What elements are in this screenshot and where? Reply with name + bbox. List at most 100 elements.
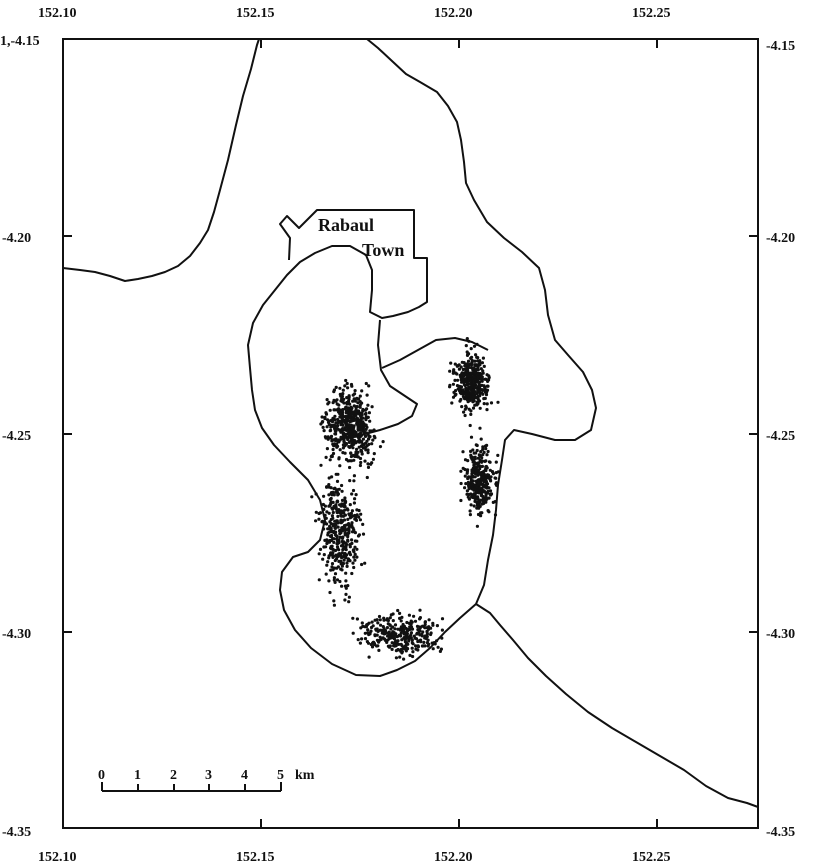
epicentre-point: [349, 511, 353, 515]
epicentre-point: [330, 454, 334, 459]
epicentre-point: [390, 647, 394, 652]
epicentre-point: [455, 372, 459, 376]
epicentre-point: [330, 475, 334, 479]
epicentre-point: [376, 621, 380, 625]
epicentre-point: [361, 416, 365, 420]
epicentre-point: [326, 560, 330, 564]
x-tick-top-3: 152.20: [434, 6, 473, 21]
epicentre-point: [412, 634, 416, 638]
epicentre-point: [440, 617, 445, 621]
epicentre-point: [338, 411, 342, 416]
epicentre-point: [353, 497, 357, 501]
epicentre-point: [460, 372, 464, 376]
epicentre-point: [348, 479, 352, 483]
epicentre-point: [475, 472, 480, 476]
epicentre-point: [336, 514, 340, 519]
epicentre-point: [485, 402, 489, 406]
epicentre-point: [378, 445, 383, 449]
epicentre-point: [339, 394, 343, 398]
epicentre-point: [330, 506, 334, 510]
epicentre-point: [482, 497, 486, 501]
epicentre-point: [479, 450, 483, 454]
epicentre-point: [338, 535, 342, 539]
y-tick-left-1: -4.20: [2, 231, 31, 246]
epicentre-point: [333, 432, 337, 436]
epicentre-point: [475, 342, 479, 346]
epicentre-point: [474, 443, 478, 447]
epicentre-point: [361, 420, 365, 424]
epicentre-point: [366, 628, 370, 632]
epicentre-point: [467, 339, 471, 343]
epicentre-point: [487, 374, 491, 378]
scale-tick-2: 2: [170, 768, 177, 783]
epicentre-point: [327, 493, 331, 497]
epicentre-point: [436, 645, 440, 649]
epicentre-point: [367, 437, 371, 441]
epicentre-point: [336, 554, 340, 559]
epicentre-point: [344, 545, 348, 549]
scale-tick-0: 0: [98, 768, 105, 783]
epicentre-point: [363, 561, 367, 565]
scale-tick-1: 1: [134, 768, 141, 783]
epicentre-point: [324, 572, 328, 576]
epicentre-point: [480, 388, 485, 392]
epicentre-point: [333, 438, 338, 443]
epicentre-point: [341, 408, 345, 412]
epicentre-point: [332, 530, 336, 535]
epicentre-point: [481, 453, 485, 457]
epicentre-point: [423, 626, 427, 630]
epicentre-point: [493, 513, 498, 517]
epicentre-point: [469, 503, 473, 507]
epicentre-point: [361, 437, 365, 441]
epicentre-point: [366, 465, 371, 469]
x-tick-top-4: 152.25: [632, 6, 671, 21]
epicentre-point: [359, 512, 363, 516]
epicentre-point: [463, 486, 467, 490]
epicentre-point: [360, 562, 364, 567]
town-label-town: Town: [362, 240, 404, 260]
epicentre-point: [342, 524, 347, 528]
epicentre-point: [464, 377, 468, 381]
epicentre-point: [376, 644, 380, 648]
epicentre-point: [327, 483, 331, 487]
epicentre-point: [355, 555, 359, 559]
epicentre-point: [383, 631, 388, 635]
epicentre-point: [363, 434, 368, 438]
epicentre-point: [354, 408, 358, 412]
epicentre-point: [310, 495, 314, 499]
epicentre-point: [353, 552, 357, 557]
epicentre-point: [360, 444, 364, 448]
epicentre-point: [453, 393, 457, 397]
epicentre-point: [394, 640, 398, 644]
epicentre-point: [469, 478, 473, 482]
epicentre-point: [317, 578, 321, 582]
epicentre-point: [474, 353, 478, 357]
epicentre-point: [353, 431, 357, 435]
epicentre-point: [358, 394, 362, 398]
epicentre-point: [481, 472, 485, 476]
epicentre-point: [482, 480, 486, 484]
epicentre-point: [423, 634, 427, 638]
epicentre-point: [478, 426, 482, 430]
epicentre-point: [343, 384, 347, 388]
epicentre-point: [463, 407, 467, 411]
epicentre-point: [359, 626, 363, 630]
epicentre-point: [345, 381, 349, 386]
epicentre-point: [358, 400, 362, 404]
epicentre-point: [344, 548, 348, 552]
epicentre-point: [479, 492, 483, 497]
epicentre-point: [466, 468, 470, 472]
epicentre-point: [350, 571, 354, 576]
epicentre-point: [407, 613, 411, 617]
epicentre-point: [333, 429, 337, 433]
epicentre-point: [467, 484, 471, 488]
scale-unit: km: [295, 768, 315, 783]
epicentre-point: [325, 538, 329, 542]
epicentre-point: [370, 645, 375, 649]
epicentre-point: [482, 397, 486, 401]
epicentre-point: [482, 364, 486, 368]
epicentre-point: [323, 513, 327, 517]
epicentre-point: [358, 641, 362, 645]
epicentre-point: [347, 595, 351, 599]
epicentre-point: [475, 375, 480, 380]
